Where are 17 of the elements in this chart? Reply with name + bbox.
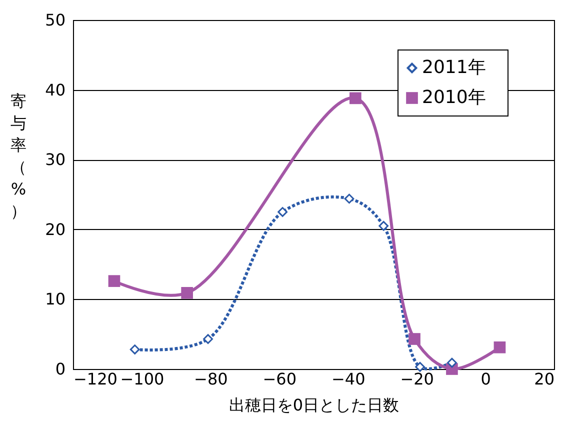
legend-label: 2010年 (422, 87, 486, 108)
x-tick-label: −80 (194, 370, 228, 388)
x-axis-title: 出穂日を0日とした日数 (228, 396, 400, 414)
y-tick-label: 40 (45, 80, 66, 100)
x-tick-label: −60 (262, 370, 297, 388)
y-tick-label: 30 (45, 150, 66, 170)
x-tick-label: 20 (534, 370, 554, 388)
x-tick-label: −20 (400, 370, 434, 388)
x-tick-label: −100 (120, 370, 164, 388)
x-tick-label: −40 (331, 370, 366, 388)
x-tick-label: −120 (74, 370, 118, 388)
legend-label: 2011年 (422, 57, 486, 78)
y-tick-label: 20 (45, 220, 66, 239)
y-axis-title: 寄与率（%） (10, 92, 26, 220)
y-tick-label: 10 (45, 290, 66, 309)
x-tick-label: 0 (480, 370, 491, 388)
y-tick-label: 50 (45, 10, 66, 30)
